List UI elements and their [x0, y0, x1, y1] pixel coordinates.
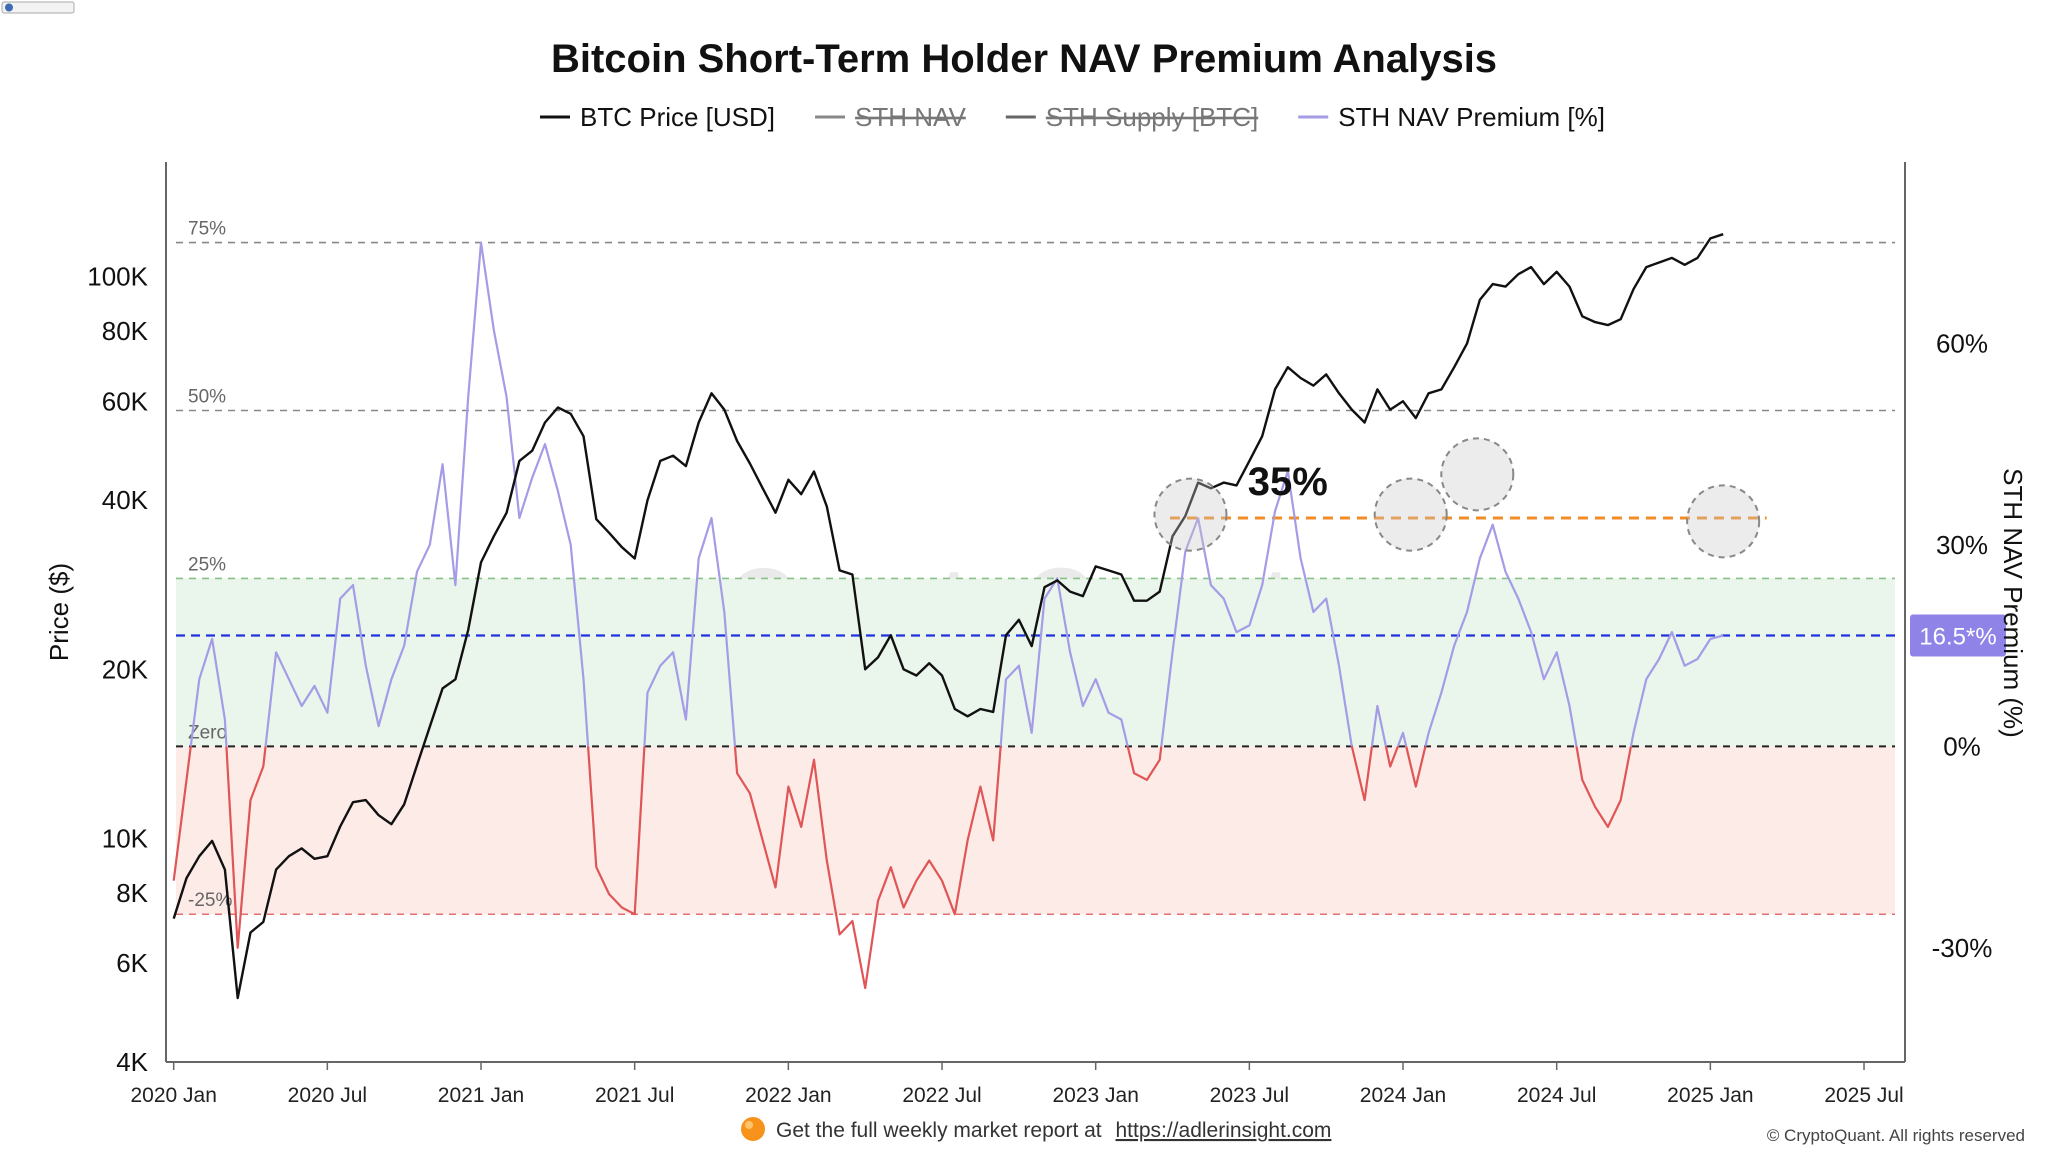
legend-item-3[interactable]: STH NAV Premium [%]: [1338, 102, 1605, 132]
right-tick-label-3: 60%: [1936, 328, 1988, 358]
reference-lines: 75% 50% 25% Zero -25%: [176, 219, 1895, 916]
right-tick-label-1: 0%: [1943, 731, 1981, 761]
legend: BTC Price [USD] STH NAV STH Supply [BTC] ST…: [540, 102, 1605, 132]
right-axis-title: STH NAV Premium (%): [1998, 468, 2028, 738]
premium-line-negative: [172, 746, 1633, 990]
footer: Get the full weekly market report at htt…: [741, 1117, 2025, 1145]
left-axis-title: Price ($): [44, 563, 74, 661]
premium-band-1: [176, 746, 1895, 915]
x-tick-label-10: 2025 Jan: [1667, 1084, 1753, 1107]
left-tick-label-3: 10K: [102, 823, 149, 853]
x-tick-label-11: 2025 Jul: [1824, 1084, 1903, 1107]
footer-text: Get the full weekly market report at: [776, 1119, 1102, 1142]
site-logo-icon: [5, 3, 13, 12]
premium-series: [172, 241, 1724, 990]
premium-bands: [176, 578, 1895, 915]
premium-band-0: [176, 578, 1895, 747]
x-tick-label-6: 2023 Jan: [1052, 1084, 1138, 1107]
annotation-label: 35%: [1248, 460, 1328, 504]
x-tick-label-0: 2020 Jan: [130, 1084, 216, 1107]
left-tick-label-5: 40K: [102, 485, 149, 515]
ref-label-2: 25%: [188, 554, 226, 575]
svg-text:Get the full weekly market rep: Get the full weekly market report at htt…: [776, 1119, 1331, 1142]
left-tick-label-7: 80K: [102, 316, 149, 346]
ref-label-4: -25%: [188, 890, 232, 911]
left-tick-label-4: 20K: [102, 654, 149, 684]
left-tick-label-1: 6K: [116, 948, 148, 978]
highlight-circle-0: [1153, 477, 1228, 552]
price-series: [172, 233, 1724, 1000]
ref-label-3: Zero: [188, 722, 227, 743]
x-tick-label-2: 2021 Jan: [438, 1084, 524, 1107]
right-axis-ticks: -30% 0% 30% 60%: [1932, 328, 1993, 962]
right-tick-label-0: -30%: [1932, 933, 1993, 963]
left-axis-ticks: 4K 6K 8K 10K 20K 40K 60K 80K 100K: [87, 262, 148, 1077]
legend-item-1[interactable]: STH NAV: [855, 102, 966, 132]
current-value-badge: [1910, 614, 2006, 657]
price-line: [172, 233, 1724, 1000]
current-value-label: 16.5*%: [1919, 624, 1996, 651]
copyright-text: © CryptoQuant. All rights reserved: [1767, 1126, 2025, 1145]
ref-label-0: 75%: [188, 219, 226, 240]
left-tick-label-2: 8K: [116, 878, 148, 908]
highlight-circle-1: [1373, 477, 1448, 552]
left-tick-label-0: 4K: [116, 1047, 148, 1077]
chart-title: Bitcoin Short-Term Holder NAV Premium An…: [551, 37, 1497, 81]
legend-item-2[interactable]: STH Supply [BTC]: [1046, 102, 1258, 132]
ref-label-1: 50%: [188, 387, 226, 408]
x-tick-label-4: 2022 Jan: [745, 1084, 831, 1107]
x-tick-label-1: 2020 Jul: [288, 1084, 367, 1107]
left-tick-label-6: 60K: [102, 386, 149, 416]
bitcoin-coin-icon: [741, 1117, 765, 1141]
x-tick-label-3: 2021 Jul: [595, 1084, 674, 1107]
premium-line-positive: [189, 241, 1724, 747]
highlight-circle-3: [1686, 484, 1761, 559]
x-tick-label-5: 2022 Jul: [902, 1084, 981, 1107]
annotations: 35% 16.5*%: [1153, 437, 2006, 657]
x-tick-label-9: 2024 Jul: [1517, 1084, 1596, 1107]
x-axis-ticks: 2020 Jan 2020 Jul 2021 Jan 2021 Jul 2022 Jan…: [130, 1062, 1904, 1107]
x-tick-label-8: 2024 Jan: [1360, 1084, 1446, 1107]
footer-link[interactable]: https://adlerinsight.com: [1115, 1119, 1331, 1142]
right-tick-label-2: 30%: [1936, 530, 1988, 560]
site-badge: [1, 1, 75, 14]
x-tick-label-7: 2023 Jul: [1210, 1084, 1289, 1107]
left-tick-label-8: 100K: [87, 262, 148, 292]
highlight-circle-2: [1440, 437, 1515, 512]
legend-item-0[interactable]: BTC Price [USD]: [580, 102, 775, 132]
